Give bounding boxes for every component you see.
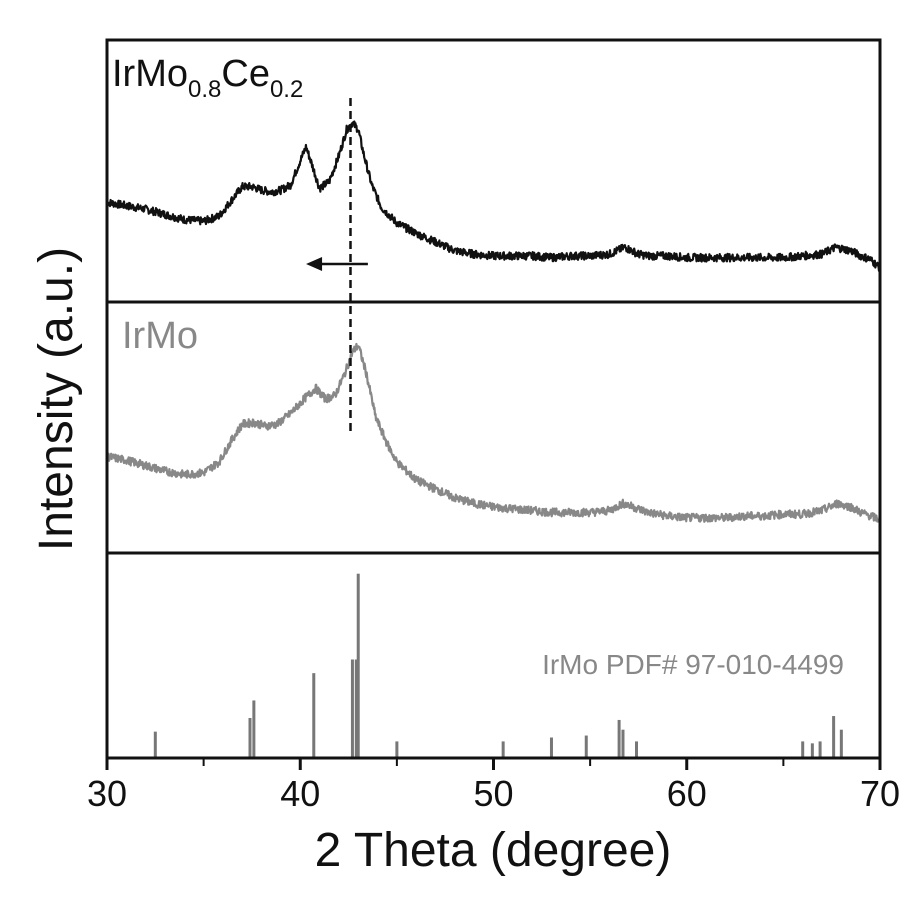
reference-stick — [153, 731, 157, 757]
reference-stick — [395, 741, 399, 757]
x-tick-label: 60 — [667, 773, 707, 814]
reference-stick — [248, 718, 252, 757]
x-tick-label: 40 — [280, 773, 320, 814]
reference-stick — [635, 741, 638, 757]
panel-label-top-mid: Ce — [221, 53, 270, 95]
reference-stick — [501, 741, 505, 757]
shift-arrow-head — [306, 257, 323, 271]
series-line-irmo-ce — [106, 120, 882, 272]
reference-stick — [621, 729, 625, 757]
reference-stick — [832, 716, 836, 757]
reference-stick — [312, 673, 316, 757]
panels-layer — [105, 120, 882, 757]
panel-label-top-sub1: 0.8 — [188, 76, 221, 103]
reference-stick — [839, 729, 843, 757]
panel-label-reference: IrMo PDF# 97-010-4499 — [542, 649, 844, 680]
panel-label-middle: IrMo — [122, 315, 198, 357]
reference-stick — [584, 735, 588, 757]
x-tick-label: 70 — [860, 773, 900, 814]
y-axis-label: Intensity (a.u.) — [30, 247, 83, 551]
reference-stick — [252, 700, 256, 757]
x-axis-label: 2 Theta (degree) — [315, 824, 672, 877]
reference-stick — [356, 573, 360, 757]
annotations-layer — [306, 98, 368, 436]
reference-stick — [617, 719, 621, 757]
reference-stick — [350, 659, 354, 757]
panel-label-top-main: IrMo — [112, 53, 188, 95]
x-ticks: 30 40 50 60 70 — [87, 758, 900, 814]
x-tick-label: 50 — [473, 773, 513, 814]
reference-stick — [354, 659, 358, 757]
reference-stick — [810, 743, 814, 757]
reference-stick — [801, 741, 805, 757]
panel-label-top-sub2: 0.2 — [270, 76, 303, 103]
reference-stick — [549, 737, 553, 757]
panel-label-top: IrMo0.8Ce0.2 — [112, 53, 303, 103]
reference-stick — [818, 741, 822, 757]
x-tick-label: 30 — [87, 773, 127, 814]
series-line-irmo — [105, 342, 881, 523]
